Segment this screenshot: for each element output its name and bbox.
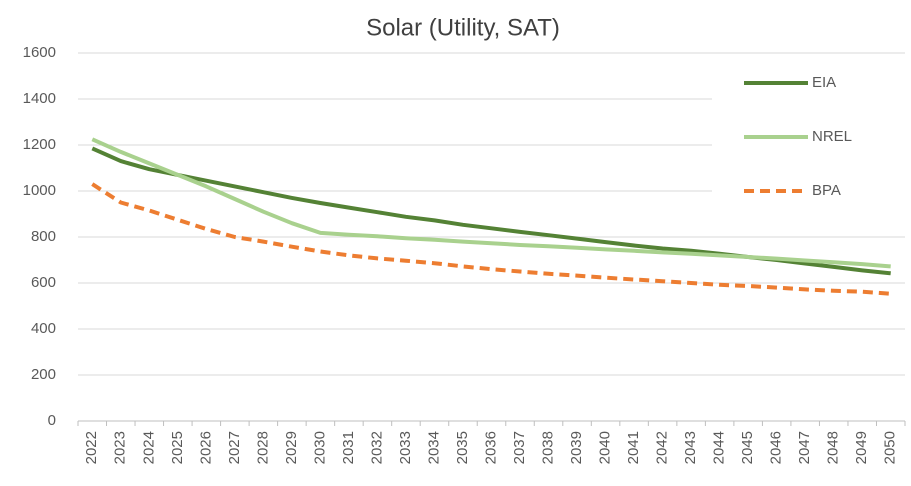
- x-tick-label: 2035: [454, 431, 471, 464]
- x-tick-label: 2039: [568, 431, 585, 464]
- y-tick-label: 1400: [23, 90, 56, 107]
- y-tick-label: 0: [48, 412, 56, 429]
- series-line: [91, 137, 891, 269]
- x-tick-label: 2047: [796, 431, 813, 464]
- x-tick-label: 2040: [597, 431, 614, 464]
- x-tick-label: 2034: [425, 431, 442, 464]
- x-tick-label: 2048: [825, 431, 842, 464]
- x-tick-label: 2033: [397, 431, 414, 464]
- y-tick-label: 400: [31, 320, 56, 337]
- legend-label: BPA: [812, 182, 841, 199]
- y-tick-label: 800: [31, 228, 56, 245]
- series-line: [91, 182, 891, 296]
- x-tick-label: 2046: [768, 431, 785, 464]
- x-tick-label: 2041: [625, 431, 642, 464]
- legend-label: EIA: [812, 74, 836, 91]
- x-tick-label: 2044: [711, 431, 728, 464]
- x-tick-label: 2022: [83, 431, 100, 464]
- y-tick-label: 1600: [23, 44, 56, 61]
- x-tick-label: 2042: [654, 431, 671, 464]
- y-tick-label: 600: [31, 274, 56, 291]
- x-tick-label: 2030: [311, 431, 328, 464]
- x-tick-label: 2024: [140, 431, 157, 464]
- x-tick-label: 2025: [169, 431, 186, 464]
- x-tick-label: 2043: [682, 431, 699, 464]
- y-tick-label: 1200: [23, 136, 56, 153]
- x-tick-label: 2037: [511, 431, 528, 464]
- x-tick-label: 2028: [254, 431, 271, 464]
- y-tick-label: 1000: [23, 182, 56, 199]
- x-tick-label: 2032: [368, 431, 385, 464]
- x-tick-label: 2050: [882, 431, 899, 464]
- y-tick-label: 200: [31, 366, 56, 383]
- x-tick-label: 2029: [283, 431, 300, 464]
- x-tick-label: 2031: [340, 431, 357, 464]
- x-tick-label: 2023: [112, 431, 129, 464]
- x-tick-label: 2036: [482, 431, 499, 464]
- x-tick-label: 2038: [540, 431, 557, 464]
- legend-box: [712, 60, 905, 210]
- x-tick-label: 2045: [739, 431, 756, 464]
- x-tick-label: 2026: [197, 431, 214, 464]
- x-tick-label: 2049: [853, 431, 870, 464]
- legend-label: NREL: [812, 128, 852, 145]
- x-tick-label: 2027: [226, 431, 243, 464]
- chart-title: Solar (Utility, SAT): [366, 14, 560, 41]
